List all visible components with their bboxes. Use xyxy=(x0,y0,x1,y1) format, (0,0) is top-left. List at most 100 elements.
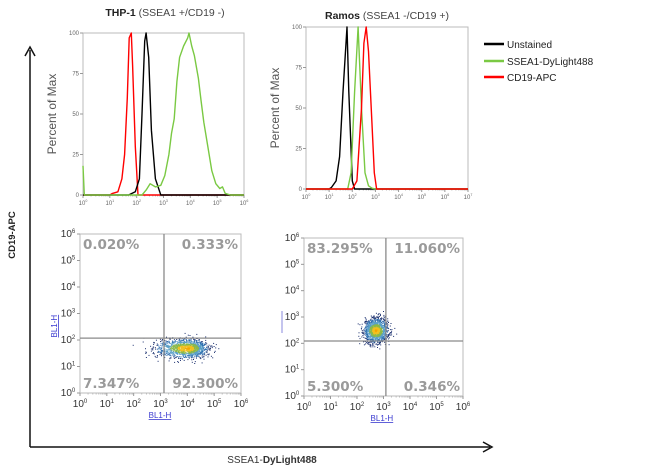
event-dot xyxy=(182,350,184,351)
event-dot xyxy=(172,354,174,356)
event-dot xyxy=(383,337,385,339)
event-dot xyxy=(145,348,146,350)
tick-exponent: 6 xyxy=(246,199,248,203)
event-dot xyxy=(210,346,212,348)
event-dot xyxy=(156,345,158,346)
event-dot xyxy=(369,343,371,345)
event-dot xyxy=(194,344,196,346)
event-dot xyxy=(186,350,188,352)
event-dot xyxy=(376,334,378,336)
event-dot xyxy=(372,338,374,340)
event-dot xyxy=(363,329,365,331)
y-axis-title: BL1-H xyxy=(50,315,59,338)
tick-exponent: 3 xyxy=(296,312,300,318)
event-dot xyxy=(169,346,171,347)
event-dot xyxy=(176,347,178,348)
event-dot xyxy=(187,359,189,361)
event-dot xyxy=(380,330,382,332)
event-dot xyxy=(168,348,170,350)
event-dot xyxy=(181,352,183,354)
event-dot xyxy=(365,333,367,335)
legend-label-unstained: Unstained xyxy=(507,40,552,51)
quadrant-lower-left-percent: 5.300% xyxy=(307,379,364,395)
tick-base: 10 xyxy=(61,256,73,267)
x-tick-label: 107 xyxy=(464,193,473,201)
event-dot xyxy=(369,333,371,335)
event-dot xyxy=(152,353,154,354)
event-dot xyxy=(372,327,374,329)
event-dot xyxy=(375,325,377,327)
x-axis-title: BL1-H xyxy=(149,411,172,420)
plot-frame xyxy=(79,233,242,394)
event-dot xyxy=(185,344,187,346)
tick-exponent: 3 xyxy=(164,399,168,405)
event-dot xyxy=(376,323,377,325)
event-dot xyxy=(372,328,374,330)
event-dot xyxy=(183,338,185,340)
event-dot xyxy=(176,349,178,351)
event-dot xyxy=(182,354,183,356)
event-dot xyxy=(177,352,179,354)
event-dot xyxy=(376,324,378,326)
event-dot xyxy=(381,339,382,341)
event-dot xyxy=(166,336,167,338)
event-dot xyxy=(161,350,163,352)
event-dot xyxy=(198,344,200,346)
event-dot xyxy=(366,332,368,334)
event-dot xyxy=(202,344,203,346)
event-dot xyxy=(371,323,373,324)
chart-title-bold: Ramos xyxy=(325,10,360,22)
event-dot xyxy=(182,350,183,352)
event-dot xyxy=(375,330,377,332)
event-dot xyxy=(381,324,383,326)
event-dot xyxy=(381,328,383,329)
event-dot xyxy=(363,330,365,332)
tick-base: 10 xyxy=(61,309,73,320)
event-dot xyxy=(379,326,381,328)
event-dot xyxy=(181,348,183,350)
event-dot xyxy=(198,353,200,355)
event-dot xyxy=(181,350,183,352)
event-dot xyxy=(379,332,381,334)
event-dot xyxy=(188,347,189,349)
event-dot xyxy=(193,355,195,357)
tick-exponent: 0 xyxy=(308,193,310,197)
event-dot xyxy=(159,347,161,349)
tick-base: 10 xyxy=(429,402,441,413)
event-dot xyxy=(377,327,379,328)
event-dot xyxy=(366,339,368,341)
event-dot xyxy=(374,321,376,323)
event-dot xyxy=(173,354,175,356)
tick-base: 10 xyxy=(126,399,138,410)
event-dot xyxy=(378,327,380,329)
event-dot xyxy=(164,344,166,346)
event-dot xyxy=(161,339,163,340)
event-dot xyxy=(384,324,386,326)
event-dot xyxy=(370,334,372,336)
event-dot xyxy=(383,338,384,340)
event-dot xyxy=(169,358,171,360)
event-dot xyxy=(153,353,155,355)
event-dot xyxy=(181,342,183,343)
event-dot xyxy=(194,342,196,344)
event-dot xyxy=(378,329,380,331)
event-dot xyxy=(169,347,171,349)
event-dot xyxy=(171,348,173,350)
event-dot xyxy=(374,319,376,321)
event-dot xyxy=(377,321,379,323)
event-dot xyxy=(378,328,380,330)
event-dot xyxy=(359,343,361,345)
event-dot xyxy=(370,315,372,317)
event-dot xyxy=(207,356,209,358)
event-dot xyxy=(183,351,185,353)
event-dot xyxy=(158,345,160,347)
event-dot xyxy=(197,353,199,355)
event-dot xyxy=(153,342,155,344)
event-dot xyxy=(161,353,163,355)
event-dot xyxy=(379,331,381,332)
event-dot xyxy=(179,346,181,348)
event-dot xyxy=(191,347,193,349)
event-dot xyxy=(369,327,371,329)
y-tick-label: 0 xyxy=(299,187,303,193)
event-dot xyxy=(171,344,173,346)
